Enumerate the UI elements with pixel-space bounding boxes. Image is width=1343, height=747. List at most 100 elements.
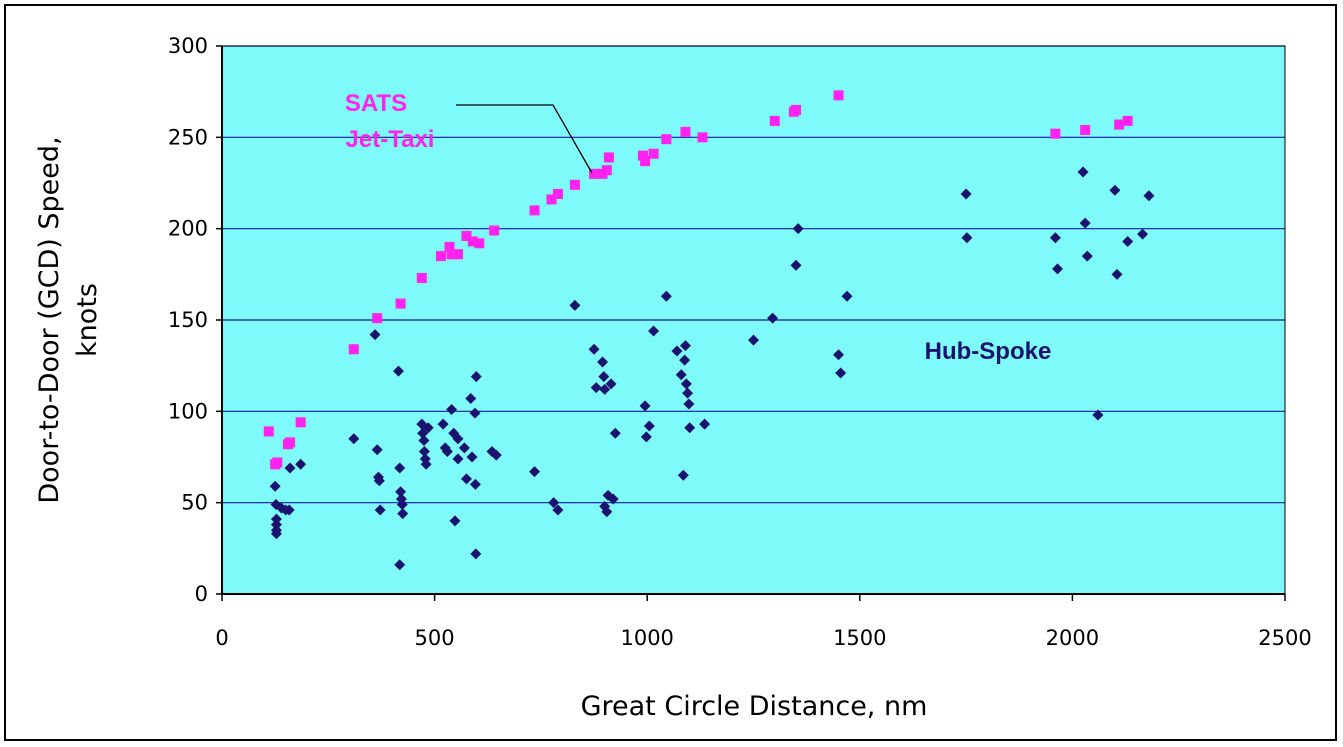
- hub-point-40: [460, 473, 472, 485]
- hub-point-73: [679, 340, 691, 352]
- x-tick-label-2500: 2500: [1258, 626, 1311, 650]
- hub-point-41: [465, 393, 477, 405]
- hub-point-50: [548, 497, 560, 509]
- hub-point-75: [682, 387, 694, 399]
- sats-point-9: [416, 272, 427, 283]
- hub-point-77: [684, 422, 696, 434]
- sats-point-17: [489, 225, 500, 236]
- hub-point-87: [961, 232, 973, 244]
- hub-point-21: [396, 498, 408, 510]
- sats-point-18: [529, 205, 540, 216]
- hub-point-34: [446, 404, 458, 416]
- hub-point-22: [397, 508, 409, 520]
- hub-point-86: [960, 188, 972, 200]
- y-tick-label-200: 200: [168, 217, 208, 241]
- hub-point-65: [640, 431, 652, 443]
- sats-leader-line: [456, 104, 593, 174]
- y-tick-label-300: 300: [168, 34, 208, 58]
- sats-point-7: [372, 313, 383, 324]
- data-points: [263, 90, 1155, 571]
- sats-point-32: [769, 115, 780, 126]
- hub-point-78: [699, 418, 711, 430]
- sats-point-12: [446, 249, 457, 260]
- hub-point-68: [660, 290, 672, 302]
- hub-point-96: [1122, 235, 1134, 247]
- hub-point-83: [833, 349, 845, 361]
- hub-point-74: [680, 378, 692, 390]
- sats-point-20: [552, 188, 563, 199]
- sats-point-14: [461, 230, 472, 241]
- hub-point-66: [643, 420, 655, 432]
- hub-point-51: [552, 504, 564, 516]
- hub-point-62: [607, 493, 619, 505]
- sats-point-39: [1122, 115, 1133, 126]
- hub-point-55: [597, 356, 609, 368]
- y-axis: 0 50 100 150 200 250 300: [168, 34, 223, 606]
- hub-point-69: [671, 345, 683, 357]
- sats-point-8: [395, 298, 406, 309]
- y-tick-label-50: 50: [181, 491, 208, 515]
- sats-point-35: [833, 90, 844, 101]
- hub-point-54: [590, 382, 602, 394]
- hub-point-33: [441, 446, 453, 458]
- hub-point-91: [1079, 217, 1091, 229]
- hub-point-61: [605, 378, 617, 390]
- sats-point-29: [661, 134, 672, 145]
- sats-annotation-line2: Jet-Taxi: [346, 126, 435, 153]
- hub-point-30: [422, 422, 434, 434]
- sats-point-11: [444, 241, 455, 252]
- hub-point-26: [418, 435, 430, 447]
- hub-point-0: [269, 480, 281, 492]
- sats-point-38: [1114, 119, 1125, 130]
- x-axis-title: Great Circle Distance, nm: [581, 691, 928, 722]
- sats-point-2: [272, 457, 283, 468]
- sats-annotation-line1: SATS: [345, 90, 407, 117]
- hub-point-97: [1137, 228, 1149, 240]
- sats-point-13: [452, 249, 463, 260]
- hub-point-27: [418, 446, 430, 458]
- hub-point-57: [599, 383, 611, 395]
- hub-point-80: [767, 312, 779, 324]
- sats-point-34: [791, 104, 802, 115]
- sats-point-26: [637, 150, 648, 161]
- hub-point-23: [394, 559, 406, 571]
- x-tick-label-500: 500: [415, 626, 455, 650]
- hub-point-95: [1111, 268, 1123, 280]
- sats-point-27: [640, 156, 651, 167]
- hub-point-10: [295, 458, 307, 470]
- hub-point-81: [790, 259, 802, 271]
- hub-point-8: [283, 504, 295, 516]
- hub-point-37: [452, 433, 464, 445]
- hub-point-53: [588, 343, 600, 355]
- sats-point-6: [348, 344, 359, 355]
- hub-point-79: [748, 334, 759, 346]
- y-axis-title-line1: Door-to-Door (GCD) Speed,: [34, 136, 65, 503]
- hub-point-45: [469, 478, 481, 490]
- sats-point-30: [680, 126, 691, 137]
- hub-point-12: [369, 329, 381, 341]
- hub-point-16: [374, 504, 386, 516]
- hub-point-31: [437, 418, 449, 430]
- hub-point-64: [639, 400, 651, 412]
- x-tick-label-2000: 2000: [1046, 626, 1099, 650]
- x-tick-label-1000: 1000: [620, 626, 673, 650]
- hub-point-5: [270, 528, 282, 540]
- sats-point-25: [603, 152, 614, 163]
- sats-point-36: [1050, 128, 1061, 139]
- sats-point-37: [1080, 125, 1091, 136]
- sats-point-0: [263, 426, 274, 437]
- hub-point-13: [371, 444, 383, 456]
- hub-point-15: [373, 475, 385, 487]
- hub-point-92: [1081, 250, 1093, 262]
- sats-point-31: [697, 132, 708, 143]
- hub-point-52: [569, 299, 581, 311]
- hub-point-71: [677, 469, 689, 481]
- hub-spoke-annotation: Hub-Spoke: [925, 338, 1052, 365]
- hub-point-17: [392, 365, 404, 377]
- hub-point-29: [420, 458, 432, 470]
- y-axis-title-line2: knots: [72, 283, 103, 357]
- sats-point-21: [569, 179, 580, 190]
- hub-point-56: [598, 371, 610, 383]
- y-tick-label-150: 150: [168, 308, 208, 332]
- hub-point-36: [449, 515, 461, 527]
